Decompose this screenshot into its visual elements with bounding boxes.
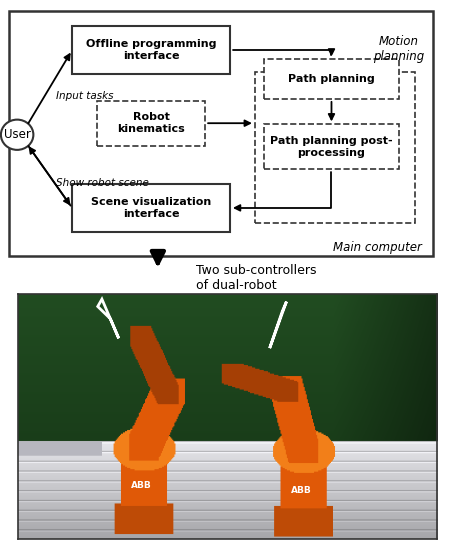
FancyBboxPatch shape [264,124,399,169]
Text: Motion
planning: Motion planning [373,35,425,63]
FancyBboxPatch shape [97,101,205,146]
Text: Path planning: Path planning [288,74,375,84]
FancyBboxPatch shape [264,59,399,99]
Ellipse shape [1,120,33,150]
Text: Two sub-controllers
of dual-robot: Two sub-controllers of dual-robot [196,264,317,292]
FancyBboxPatch shape [255,72,415,223]
FancyBboxPatch shape [9,11,433,256]
Text: User: User [4,128,31,141]
Text: Input tasks: Input tasks [56,91,114,101]
Text: Path planning post-
processing: Path planning post- processing [270,136,393,158]
Text: Scene visualization
interface: Scene visualization interface [91,197,211,219]
Text: ABB: ABB [131,481,152,490]
FancyBboxPatch shape [72,26,230,74]
Text: Show robot scene: Show robot scene [56,178,149,188]
Text: ABB: ABB [291,486,312,494]
Text: Robot
kinematics: Robot kinematics [117,112,185,134]
Text: Main computer: Main computer [333,241,422,254]
FancyBboxPatch shape [72,184,230,232]
Text: Offline programming
interface: Offline programming interface [86,39,216,61]
